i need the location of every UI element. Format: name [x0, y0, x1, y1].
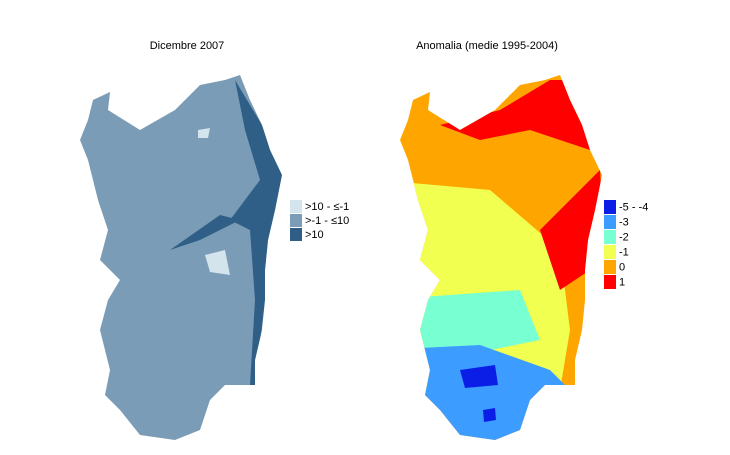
legend-label: >10 [305, 229, 324, 241]
map-title: Anomalia (medie 1995-2004) [416, 40, 558, 52]
legend-swatch [604, 215, 616, 229]
legend-swatch [604, 230, 616, 244]
legend-swatch [604, 260, 616, 274]
legend-swatch [290, 214, 302, 227]
legend-swatch [290, 228, 302, 241]
legend-swatch [604, 275, 616, 289]
legend-label: -1 [619, 246, 629, 258]
legend-label: -2 [619, 231, 629, 243]
legend-label: 0 [619, 261, 625, 273]
legend-label: -5 - -4 [619, 201, 648, 213]
legend-swatch [604, 245, 616, 259]
legends: >10 - ≤-1 >-1 - ≤10 >10 -5 - -4 -3 -2 -1 0 1 [290, 200, 648, 289]
left-map [80, 75, 282, 440]
map-title: Dicembre 2007 [150, 40, 225, 52]
legend-label: -3 [619, 216, 629, 228]
high-zone [170, 80, 282, 385]
right-map [400, 75, 602, 440]
legend-swatch [290, 200, 302, 213]
island [80, 75, 282, 440]
low-zone [198, 128, 230, 275]
legend-swatch [604, 200, 616, 214]
legend-label: >10 - ≤-1 [305, 201, 349, 213]
legend-label: 1 [619, 276, 625, 288]
legend-label: >-1 - ≤10 [305, 215, 349, 227]
